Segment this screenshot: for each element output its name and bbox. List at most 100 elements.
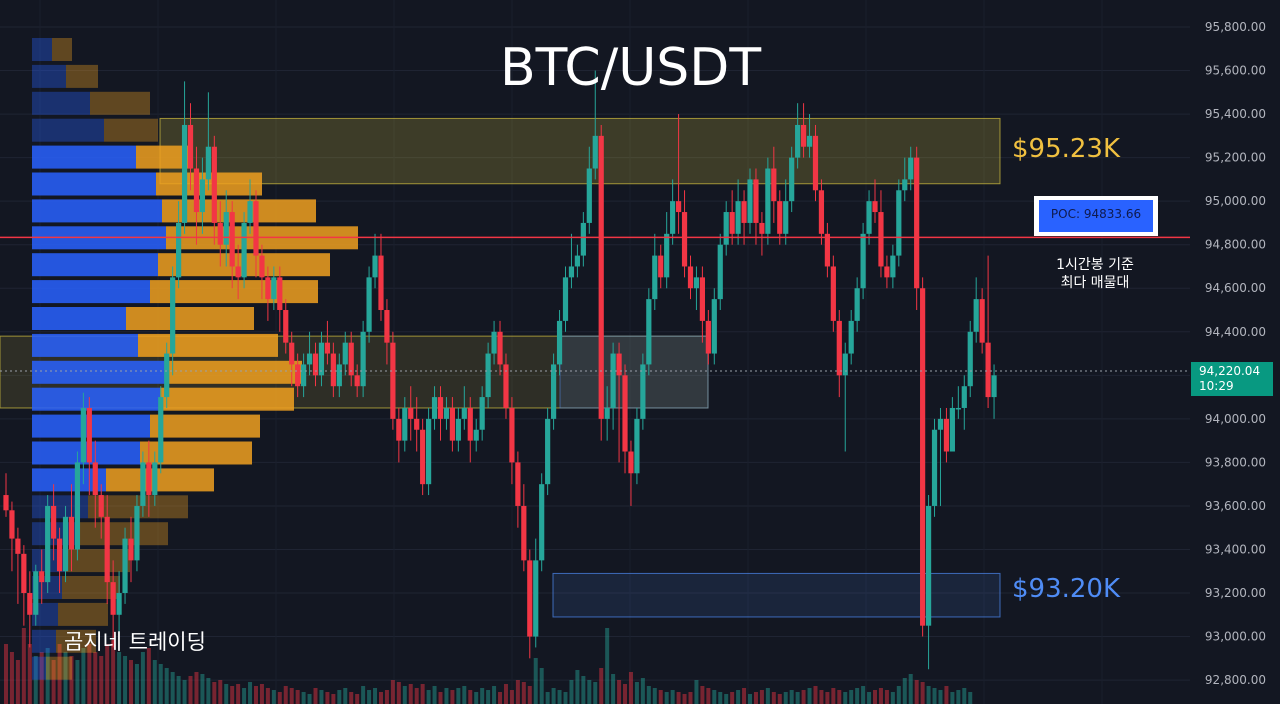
volume-bar [367,690,372,704]
volume-bar [712,690,717,704]
candle-body [485,353,491,398]
profile-sell [168,360,302,384]
candle-body [955,407,961,410]
candle-body [205,146,211,180]
volume-bar [15,660,20,704]
candle-body [872,201,878,213]
poc-badge: POC: 94833.66 [1034,196,1158,236]
volume-bar [861,686,866,704]
volume-bar [890,692,895,704]
volume-bar [557,690,562,704]
volume-bar [956,690,961,704]
brand-watermark: 곰지네 트레이딩 [64,630,206,654]
volume-bar [212,682,217,704]
volume-bar [271,690,276,704]
candle-body [878,212,884,267]
candle-body [568,266,575,278]
volume-bar [759,690,764,704]
candle-body [306,353,313,365]
volume-bar [623,684,628,704]
volume-bar [402,686,407,704]
candle-body [491,331,497,354]
candle-body [812,135,819,191]
volume-bar [492,686,497,704]
profile-sell [136,145,192,169]
candle-body [295,364,301,387]
candle-body [301,364,307,387]
volume-bar [128,660,133,704]
volume-bar [4,644,8,704]
candle-body [348,342,354,376]
volume-bar [283,686,288,704]
candle-body [741,201,747,223]
volume-bar [408,684,413,704]
volume-bar [337,690,342,704]
candle-body [27,593,33,615]
volume-bar [950,692,955,704]
candle-body [366,277,372,332]
candle-body [247,201,253,223]
volume-bar [807,688,812,704]
candle-body [527,560,533,637]
candle-body [9,510,15,539]
candle-body [884,266,890,278]
poc-note-line1: 1시간봉 기준 [1056,257,1134,273]
y-tick-label: 95,200.00 [1205,151,1266,165]
candle-body [158,397,164,463]
profile-sell [76,522,168,546]
last-price-tag[interactable]: 94,220.04 10:29 [1191,362,1273,396]
price-axis[interactable]: 95,800.00 95,600.00 95,400.00 95,200.00 95,0… [1205,20,1266,687]
volume-bar [837,690,842,704]
y-tick-label: 93,200.00 [1205,586,1266,600]
volume-bar [444,688,449,704]
candle-body [193,168,200,213]
volume-bar [93,652,98,704]
candle-body [640,364,646,419]
poc-label: POC: 94833.66 [1039,200,1153,232]
y-tick-label: 95,800.00 [1205,20,1266,34]
candle-body [598,135,604,419]
candle-body [777,201,783,234]
candle-body [765,168,771,234]
candle-body [592,135,598,169]
volume-bar [390,680,395,704]
volume-bar [438,692,443,704]
candle-body [259,255,265,278]
y-tick-label: 94,000.00 [1205,412,1266,426]
volume-bar [486,690,491,704]
volume-bar [378,692,383,704]
candle-body [562,277,569,321]
profile-buy [32,64,66,88]
candle-body [842,353,848,376]
candle-body [431,397,438,419]
volume-bar [652,688,657,704]
y-tick-label: 94,600.00 [1205,281,1266,295]
volume-bar [777,694,782,704]
volume-bar [474,692,479,704]
volume-bar [200,674,205,704]
volume-bar [640,678,645,704]
candle-body [289,342,295,365]
candle-body [51,505,57,539]
volume-bar [599,668,604,704]
volume-bar [813,686,818,704]
volume-bar [259,684,264,704]
candle-body [747,179,753,223]
volume-bar [69,656,74,704]
candle-body [925,505,932,626]
zone-support [552,572,1001,618]
volume-bar [533,658,538,704]
volume-bar [27,644,32,704]
candle-body [21,553,27,594]
resistance-label: $95.23K [1012,134,1121,164]
candle-body [199,179,206,213]
volume-bar [21,628,26,704]
candles [3,70,997,670]
candle-body [455,418,461,441]
volume-bar [99,656,104,704]
candle-body [896,190,902,256]
volume-bar [593,682,598,704]
candle-body [265,277,271,300]
volume-bar [9,652,14,704]
